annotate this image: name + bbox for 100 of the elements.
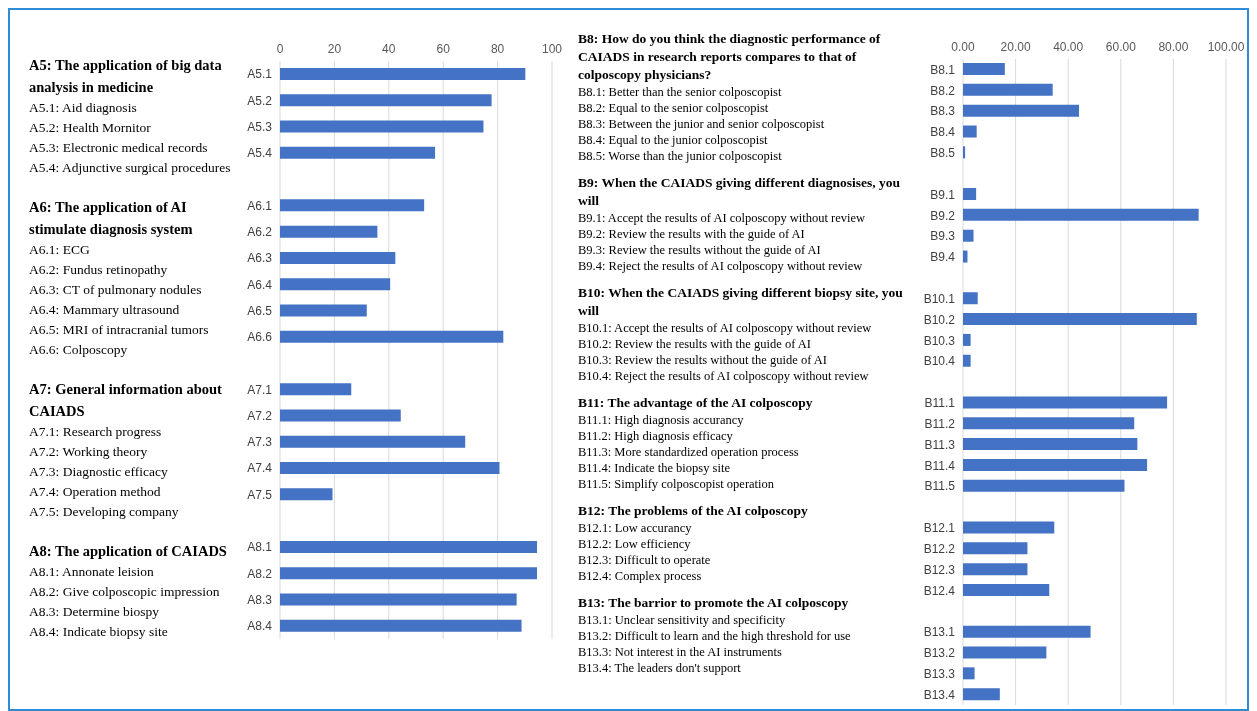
bar: [963, 125, 977, 138]
bar: [280, 146, 436, 159]
text: B10.2: Review the results with the guide of AI: [578, 336, 812, 352]
text: B11: The advantage of the AI colposcopy: [578, 394, 814, 412]
text: B9.3: Review the results without the guide of AI: [578, 242, 822, 258]
bar: [963, 542, 1028, 555]
y-tick-label: B9.2: [930, 208, 956, 223]
y-tick-label: A6.1: [247, 198, 273, 213]
text: B10.3: Review the results without the guide of AI: [578, 352, 828, 368]
y-tick-label: A5.2: [247, 93, 273, 108]
bar: [280, 435, 466, 448]
text: A5: The application of big data analysis in medicine: [29, 56, 223, 97]
bar: [963, 438, 1138, 451]
y-tick-label: A7.1: [247, 382, 273, 397]
y-tick-label: A7.5: [247, 487, 273, 502]
text: B13.1: Unclear sensitivity and specificity: [578, 612, 787, 628]
x-tick-label: 0.00: [951, 40, 975, 54]
text: A6.1: ECG: [29, 241, 91, 259]
text: A7: General information about CAIADS: [29, 380, 223, 421]
y-tick-label: B13.4: [923, 687, 956, 702]
bar: [280, 278, 391, 291]
y-tick-label: A6.5: [247, 303, 273, 318]
text: B11.1: High diagnosis accurancy: [578, 412, 745, 428]
text: A6.4: Mammary ultrasound: [29, 301, 181, 319]
bar: [280, 488, 333, 501]
y-tick-label: A8.4: [247, 619, 273, 634]
text: B8.2: Equal to the senior colposcopist: [578, 100, 770, 116]
y-tick-label: A6.4: [247, 277, 273, 292]
text: A5.3: Electronic medical records: [29, 139, 209, 157]
x-tick-label: 20.00: [1000, 40, 1031, 54]
x-tick-label: 80: [490, 42, 505, 56]
x-tick-label: 80.00: [1158, 40, 1189, 54]
text: B10.4: Reject the results of AI colposcopy without review: [578, 368, 870, 384]
y-tick-label: B11.2: [924, 416, 956, 431]
y-tick-label: B10.2: [923, 312, 956, 327]
y-tick-label: B10.1: [923, 291, 956, 306]
y-tick-label: B12.2: [923, 541, 956, 556]
text: B8.5: Worse than the junior colposcopist: [578, 148, 783, 164]
bar: [280, 462, 500, 475]
bar: [963, 333, 971, 346]
bar: [280, 383, 352, 396]
bar: [963, 688, 1000, 701]
text: B9.4: Reject the results of AI colposcopy without review: [578, 258, 864, 274]
y-tick-label: A6.3: [247, 251, 273, 266]
y-tick-label: A8.1: [247, 540, 273, 555]
bar: [963, 417, 1135, 430]
text: A8: The application of CAIADS: [29, 542, 228, 561]
bar: [280, 540, 538, 553]
y-tick-label: B9.4: [930, 250, 956, 265]
y-tick-label: B12.3: [923, 562, 956, 577]
text: A5.4: Adjunctive surgical procedures: [29, 159, 232, 177]
y-tick-label: B12.1: [923, 521, 956, 536]
text: A7.1: Research progress: [29, 423, 163, 441]
y-tick-label: B8.3: [930, 104, 956, 119]
text: B12.4: Complex process: [578, 568, 703, 584]
x-tick-label: 100.00: [1207, 40, 1245, 54]
y-tick-label: B10.3: [923, 333, 956, 348]
x-tick-label: 0: [276, 42, 284, 56]
text: A8.2: Give colposcopic impression: [29, 583, 221, 601]
y-tick-label: A7.2: [247, 408, 273, 423]
bar: [280, 199, 425, 212]
bar: [963, 146, 966, 159]
x-tick-label: 20: [327, 42, 342, 56]
bar: [963, 229, 974, 242]
text: A7.3: Diagnostic efficacy: [29, 463, 169, 481]
text: A8.1: Annonate leision: [29, 563, 155, 581]
bar: [280, 330, 504, 343]
y-tick-label: B13.1: [923, 625, 956, 640]
bar: [963, 521, 1055, 534]
text: B9.1: Accept the results of AI colposcopy without review: [578, 210, 867, 226]
x-tick-label: 60: [436, 42, 451, 56]
bar: [963, 479, 1125, 492]
y-tick-label: B11.4: [924, 458, 956, 473]
bar: [963, 583, 1050, 596]
text: B13.3: Not interest in the AI instruments: [578, 644, 783, 660]
text: A6.5: MRI of intracranial tumors: [29, 321, 210, 339]
bar: [280, 593, 517, 606]
text: A6.6: Colposcopy: [29, 341, 129, 359]
y-tick-label: A5.4: [247, 146, 273, 161]
x-tick-label: 60.00: [1105, 40, 1137, 54]
text: A5.2: Health Mornitor: [29, 119, 152, 137]
y-tick-label: B8.5: [930, 146, 956, 161]
text: A6.3: CT of pulmonary nodules: [29, 281, 203, 299]
y-tick-label: B11.3: [924, 437, 956, 452]
text: B8.1: Better than the senior colposcopist: [578, 84, 783, 100]
text: A6.2: Fundus retinopathy: [29, 261, 169, 279]
y-tick-label: B8.2: [930, 83, 956, 98]
y-tick-label: A7.3: [247, 435, 273, 450]
bar: [963, 563, 1028, 576]
y-tick-label: B12.4: [923, 583, 956, 598]
x-tick-label: 100: [541, 42, 563, 56]
y-tick-label: B10.4: [923, 354, 956, 369]
text: B11.2: High diagnosis efficacy: [578, 428, 734, 444]
bar: [280, 94, 492, 107]
text: B13: The barrior to promote the AI colposcopy: [578, 594, 850, 612]
bar: [280, 619, 522, 632]
bar: [280, 409, 401, 422]
bar: [280, 304, 367, 317]
bar: [280, 251, 396, 264]
y-tick-label: B13.3: [923, 667, 956, 681]
